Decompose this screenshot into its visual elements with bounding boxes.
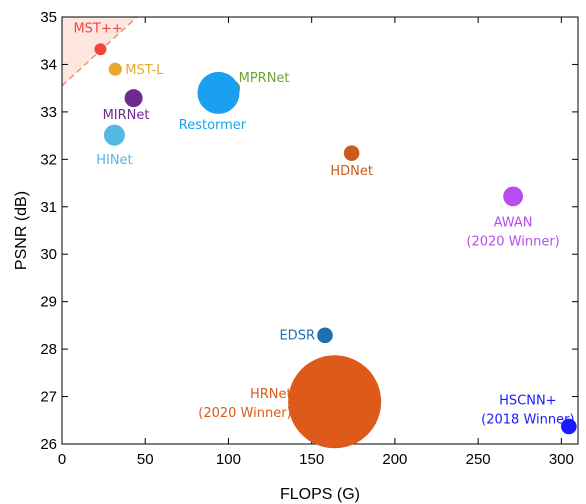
data-label-line: (2018 Winner) <box>481 412 574 427</box>
data-label: HRNet (2020 Winner) <box>198 387 291 421</box>
data-label: MST-L <box>125 63 164 78</box>
data-point <box>288 355 382 449</box>
data-label-line: HRNet <box>250 387 292 402</box>
y-tick-label: 26 <box>40 436 57 453</box>
data-point <box>108 62 122 76</box>
data-label-line: EDSR <box>279 328 315 343</box>
data-point <box>317 327 333 344</box>
x-tick-label: 300 <box>549 451 574 468</box>
y-tick-label: 35 <box>40 9 57 26</box>
data-label: AWAN (2020 Winner) <box>466 215 559 249</box>
x-tick-label: 100 <box>216 451 241 468</box>
y-tick-label: 28 <box>40 341 57 358</box>
data-label-line: Restormer <box>179 118 247 133</box>
data-point <box>561 418 577 435</box>
data-points <box>94 43 577 449</box>
data-label: EDSR <box>279 328 315 343</box>
x-tick-label: 50 <box>137 451 154 468</box>
y-tick-label: 29 <box>40 294 57 311</box>
data-label: HSCNN+ (2018 Winner) <box>481 393 574 427</box>
y-axis-title: PSNR (dB) <box>13 191 30 270</box>
data-label-line: MPRNet <box>239 71 290 86</box>
y-tick-label: 27 <box>40 389 57 406</box>
data-label: MPRNet <box>239 71 290 86</box>
data-label-line: MIRNet <box>103 108 150 123</box>
data-point <box>343 145 360 161</box>
tick-labels: 0 50 100 150 200 250 300 26 27 28 29 30 31 32 33 34 35 <box>40 9 574 468</box>
data-label-line: AWAN <box>494 215 533 230</box>
y-tick-label: 30 <box>40 246 57 263</box>
data-label: HINet <box>96 153 132 168</box>
data-point <box>124 89 143 108</box>
data-label: MST++ <box>73 21 122 36</box>
data-point <box>197 71 240 114</box>
axes-frame <box>61 16 579 445</box>
y-tick-label: 33 <box>40 104 57 121</box>
data-label-line: MST-L <box>125 63 164 78</box>
data-label-line: HSCNN+ <box>499 393 556 408</box>
data-point <box>503 186 523 207</box>
data-label: Restormer <box>179 118 247 133</box>
data-label: HDNet <box>330 164 373 179</box>
y-tick-label: 32 <box>40 151 57 168</box>
data-point <box>103 124 125 146</box>
data-point <box>94 43 107 56</box>
y-tick-label: 31 <box>40 199 57 216</box>
data-label-line: HDNet <box>330 164 373 179</box>
data-label: MIRNet <box>103 108 150 123</box>
data-labels: MST++ MST-L MIRNet HINet MPRNet Restormer HDNe… <box>73 21 574 427</box>
x-tick-label: 250 <box>466 451 491 468</box>
x-axis-title: FLOPS (G) <box>280 486 360 503</box>
data-label-line: (2020 Winner) <box>198 406 291 421</box>
data-label-line: (2020 Winner) <box>466 234 559 249</box>
data-label-line: MST++ <box>73 21 122 36</box>
y-tick-label: 34 <box>40 56 57 73</box>
x-tick-label: 200 <box>382 451 407 468</box>
x-tick-label: 0 <box>58 451 66 468</box>
data-label-line: HINet <box>96 153 132 168</box>
x-tick-label: 150 <box>299 451 324 468</box>
